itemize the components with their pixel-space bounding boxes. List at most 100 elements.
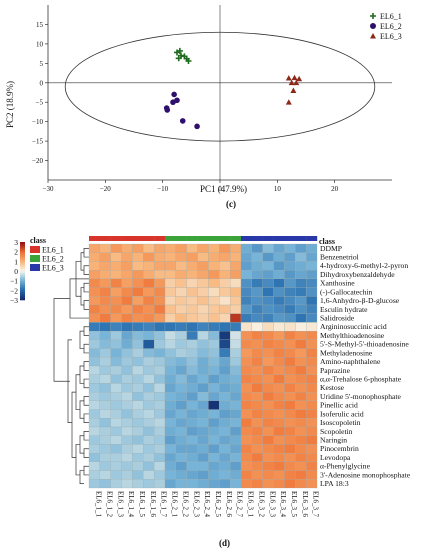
heatmap-cell <box>175 322 187 332</box>
class-bar-cell <box>208 236 220 241</box>
colorbar-step <box>20 247 25 251</box>
heatmap-cell <box>284 270 296 279</box>
heatmap-cell <box>143 409 155 419</box>
heatmap-cell <box>132 313 144 323</box>
heatmap-cell <box>219 453 231 462</box>
heatmap-cell <box>121 418 133 428</box>
heatmap-cell <box>132 331 144 340</box>
heatmap-cell <box>175 444 187 454</box>
heatmap-cell <box>175 278 187 288</box>
heatmap-cell <box>230 287 242 297</box>
dendrogram-branch <box>83 448 89 458</box>
heatmap-cell <box>273 313 285 323</box>
heatmap-cell <box>175 409 187 419</box>
heatmap-cell <box>284 357 296 367</box>
colorbar-tick-label: −1 <box>10 277 18 286</box>
heatmap-cell <box>262 322 274 332</box>
heatmap-cell <box>99 444 111 454</box>
heatmap-cell <box>154 461 166 471</box>
heatmap-cell <box>88 383 100 393</box>
heatmap-cell <box>306 374 318 384</box>
heatmap-cell <box>240 261 252 271</box>
column-label: EL6_1_5 <box>138 491 146 518</box>
heatmap-cell <box>88 357 100 367</box>
heatmap-cell <box>295 348 307 358</box>
heatmap-cell <box>295 287 307 297</box>
heatmap-cell <box>197 479 209 489</box>
heatmap-cell <box>132 461 144 471</box>
heatmap-cell <box>110 261 122 271</box>
heatmap-cell <box>110 383 122 393</box>
heatmap-cell <box>154 453 166 462</box>
heatmap-cell <box>251 287 263 297</box>
heatmap-cell <box>164 444 176 454</box>
heatmap-cell <box>251 365 263 375</box>
heatmap-cell <box>186 287 198 297</box>
class-legend-swatch <box>30 255 40 262</box>
heatmap-cell <box>295 304 307 314</box>
heatmap-cell <box>230 331 242 340</box>
pca-ytick-label: −5 <box>36 99 44 107</box>
class-bar-cell <box>175 236 187 241</box>
heatmap-cell <box>132 304 144 314</box>
heatmap-cell <box>219 287 231 297</box>
heatmap-cell <box>251 479 263 489</box>
heatmap-cell <box>154 331 166 340</box>
heatmap-cell <box>186 261 198 271</box>
heatmap-cell <box>154 322 166 332</box>
heatmap-cell <box>99 270 111 279</box>
dendrogram-branch <box>80 252 84 271</box>
heatmap-cell <box>306 270 318 279</box>
class-bar-cell <box>251 236 263 241</box>
heatmap-cell <box>88 322 100 332</box>
heatmap-cell <box>284 470 296 480</box>
pca-point-EL6_1 <box>185 58 192 64</box>
heatmap-cell <box>186 426 198 436</box>
heatmap-cell <box>88 461 100 471</box>
heatmap-cell <box>306 339 318 349</box>
heatmap-cell <box>164 304 176 314</box>
heatmap-cell <box>175 348 187 358</box>
heatmap-cell <box>99 304 111 314</box>
heatmap-cell <box>88 444 100 454</box>
heatmap-cell <box>197 409 209 419</box>
heatmap-cell <box>132 444 144 454</box>
heatmap-cell <box>273 461 285 471</box>
heatmap-cell <box>197 426 209 436</box>
heatmap-cell <box>230 392 242 401</box>
heatmap-cell <box>240 426 252 436</box>
class-bar-cell <box>295 236 307 241</box>
heatmap-cell <box>99 243 111 253</box>
heatmap-cell <box>219 261 231 271</box>
heatmap-cell <box>164 383 176 393</box>
heatmap-cell <box>88 400 100 410</box>
heatmap-cell <box>251 261 263 271</box>
dendrogram-branch <box>79 365 84 384</box>
heatmap-cell <box>230 243 242 253</box>
heatmap-cell <box>295 479 307 489</box>
heatmap-cell <box>219 426 231 436</box>
colorbar-step <box>20 288 25 291</box>
heatmap-cell <box>121 322 133 332</box>
heatmap-cell <box>230 357 242 367</box>
heatmap-cell <box>219 383 231 393</box>
pca-ylabel: PC2 (18.9%) <box>5 81 15 128</box>
class-legend-label: EL6_2 <box>42 255 64 264</box>
heatmap-cell <box>306 261 318 271</box>
class-legend-label: EL6_3 <box>42 264 64 273</box>
heatmap-cell <box>273 365 285 375</box>
heatmap-cell <box>186 296 198 306</box>
heatmap-cell <box>88 453 100 462</box>
heatmap-cell <box>110 444 122 454</box>
heatmap-cell <box>88 278 100 288</box>
heatmap-cell <box>208 444 220 454</box>
heatmap-cell <box>99 392 111 401</box>
class-bar-cell <box>262 236 274 241</box>
heatmap-cell <box>208 287 220 297</box>
heatmap-cell <box>132 383 144 393</box>
heatmap-cell <box>121 287 133 297</box>
heatmap-cell <box>143 357 155 367</box>
heatmap-cell <box>186 331 198 340</box>
heatmap-cell <box>306 479 318 489</box>
heatmap-cell <box>240 409 252 419</box>
